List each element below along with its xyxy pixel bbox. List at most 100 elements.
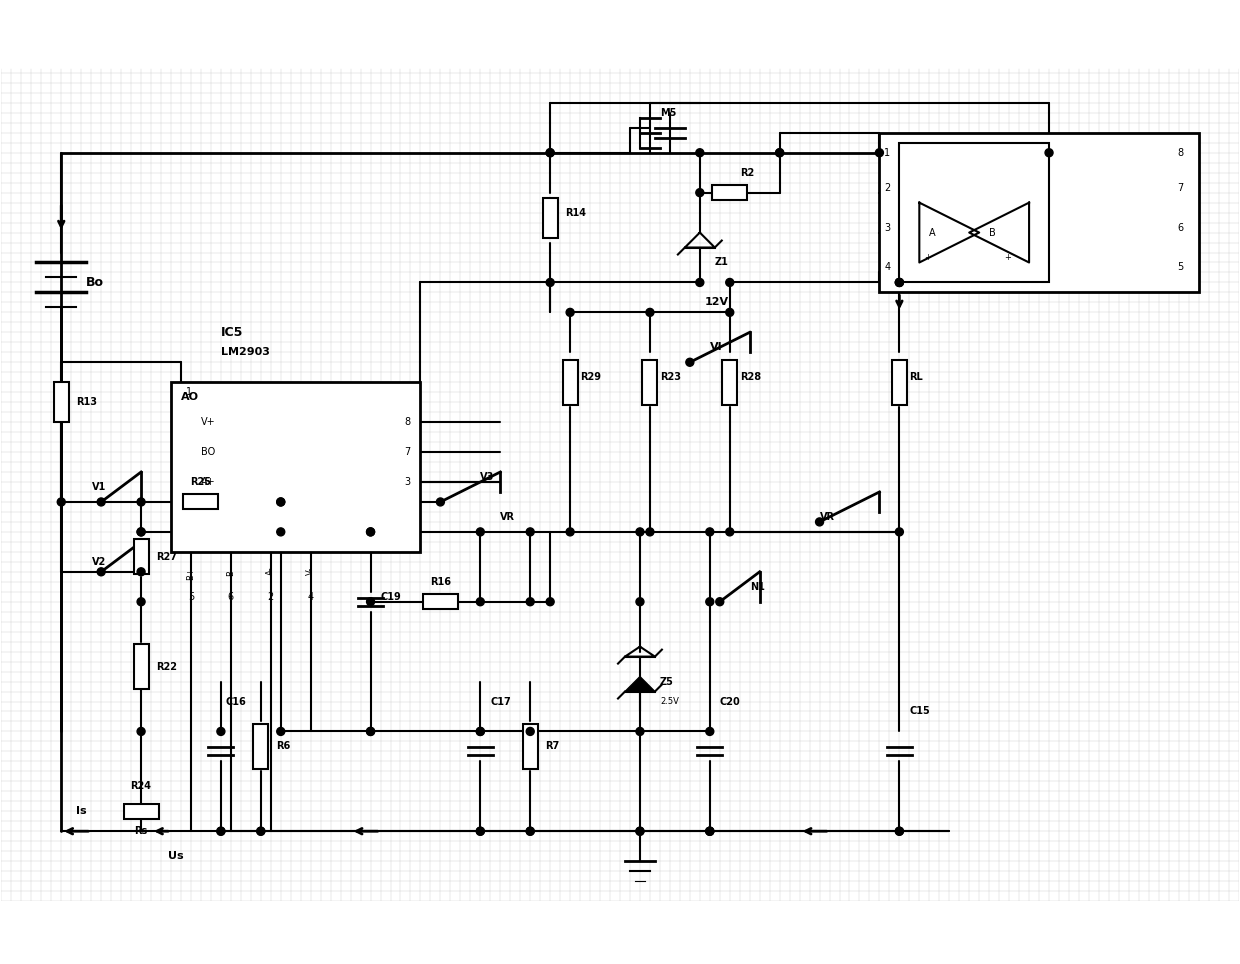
Circle shape — [476, 598, 485, 605]
Polygon shape — [919, 202, 980, 262]
Circle shape — [526, 598, 534, 605]
Circle shape — [476, 827, 485, 835]
Text: +: + — [1004, 253, 1011, 262]
Circle shape — [526, 827, 534, 835]
Text: Z1: Z1 — [714, 257, 729, 267]
Text: VR: VR — [500, 512, 516, 522]
Circle shape — [57, 498, 66, 506]
Circle shape — [546, 598, 554, 605]
Circle shape — [546, 279, 554, 286]
Bar — [543, 198, 558, 237]
Text: Bo: Bo — [87, 276, 104, 289]
Circle shape — [138, 598, 145, 605]
Circle shape — [257, 827, 265, 835]
Text: C19: C19 — [381, 592, 402, 602]
Bar — [253, 724, 268, 769]
Circle shape — [97, 498, 105, 506]
Text: +: + — [924, 253, 931, 262]
Circle shape — [706, 598, 714, 605]
Polygon shape — [970, 202, 1029, 262]
Circle shape — [367, 728, 374, 736]
Text: R14: R14 — [565, 207, 587, 218]
Text: R22: R22 — [156, 661, 177, 672]
Text: C16: C16 — [226, 697, 247, 707]
Circle shape — [686, 359, 694, 366]
Text: V3: V3 — [480, 472, 495, 482]
Text: VR: VR — [820, 512, 835, 522]
Circle shape — [367, 728, 374, 736]
Circle shape — [138, 498, 145, 506]
Circle shape — [367, 528, 374, 536]
Circle shape — [776, 148, 784, 157]
Text: 6: 6 — [1178, 223, 1184, 232]
Circle shape — [895, 279, 904, 286]
Text: 6: 6 — [228, 592, 234, 602]
Circle shape — [546, 148, 554, 157]
Text: 8: 8 — [1178, 147, 1184, 158]
Circle shape — [217, 827, 224, 835]
Circle shape — [895, 279, 904, 286]
Circle shape — [277, 498, 285, 506]
Circle shape — [636, 728, 644, 736]
Text: R25: R25 — [191, 477, 212, 487]
Bar — [423, 594, 458, 609]
Bar — [124, 804, 159, 818]
Text: 8: 8 — [404, 417, 410, 427]
Text: 2: 2 — [268, 592, 274, 602]
Circle shape — [895, 827, 904, 835]
Circle shape — [875, 148, 883, 157]
Text: V2: V2 — [92, 557, 107, 567]
Circle shape — [277, 728, 285, 736]
Bar — [134, 644, 149, 689]
Circle shape — [257, 827, 265, 835]
Text: VI: VI — [709, 342, 723, 352]
Circle shape — [217, 728, 224, 736]
Circle shape — [706, 827, 714, 835]
Circle shape — [725, 308, 734, 316]
Circle shape — [567, 308, 574, 316]
Text: 3: 3 — [884, 223, 890, 232]
Text: IC5: IC5 — [221, 326, 243, 338]
Text: B: B — [990, 228, 996, 237]
Text: M5: M5 — [660, 108, 676, 118]
Circle shape — [277, 498, 285, 506]
Circle shape — [696, 279, 704, 286]
Text: 7: 7 — [1178, 182, 1184, 193]
Circle shape — [367, 598, 374, 605]
Circle shape — [706, 528, 714, 536]
Circle shape — [636, 827, 644, 835]
Circle shape — [138, 528, 145, 536]
Circle shape — [696, 148, 704, 157]
Circle shape — [636, 528, 644, 536]
Text: B+: B+ — [186, 567, 196, 579]
Text: R27: R27 — [156, 551, 177, 562]
Text: Z5: Z5 — [660, 677, 673, 686]
Text: R24: R24 — [130, 781, 151, 791]
Circle shape — [725, 279, 734, 286]
Circle shape — [696, 189, 704, 197]
Circle shape — [636, 598, 644, 605]
Text: R29: R29 — [580, 372, 601, 383]
Bar — [892, 360, 906, 405]
Text: 1: 1 — [884, 147, 890, 158]
Text: LM2903: LM2903 — [221, 347, 270, 358]
Text: B-: B- — [227, 567, 236, 576]
Text: 1: 1 — [186, 388, 192, 397]
Circle shape — [436, 498, 444, 506]
Text: R13: R13 — [76, 397, 97, 407]
Circle shape — [476, 728, 485, 736]
Text: 5: 5 — [1178, 262, 1184, 273]
Bar — [722, 360, 738, 405]
Circle shape — [776, 148, 784, 157]
Text: AO: AO — [181, 392, 198, 402]
Text: R2: R2 — [740, 168, 754, 177]
Circle shape — [725, 528, 734, 536]
Circle shape — [367, 528, 374, 536]
Text: 3: 3 — [404, 477, 410, 487]
Text: 12V: 12V — [704, 298, 729, 308]
Circle shape — [526, 728, 534, 736]
Text: Is: Is — [76, 806, 87, 817]
Bar — [53, 382, 68, 422]
Circle shape — [816, 518, 823, 526]
Text: 2.5V: 2.5V — [660, 697, 678, 706]
